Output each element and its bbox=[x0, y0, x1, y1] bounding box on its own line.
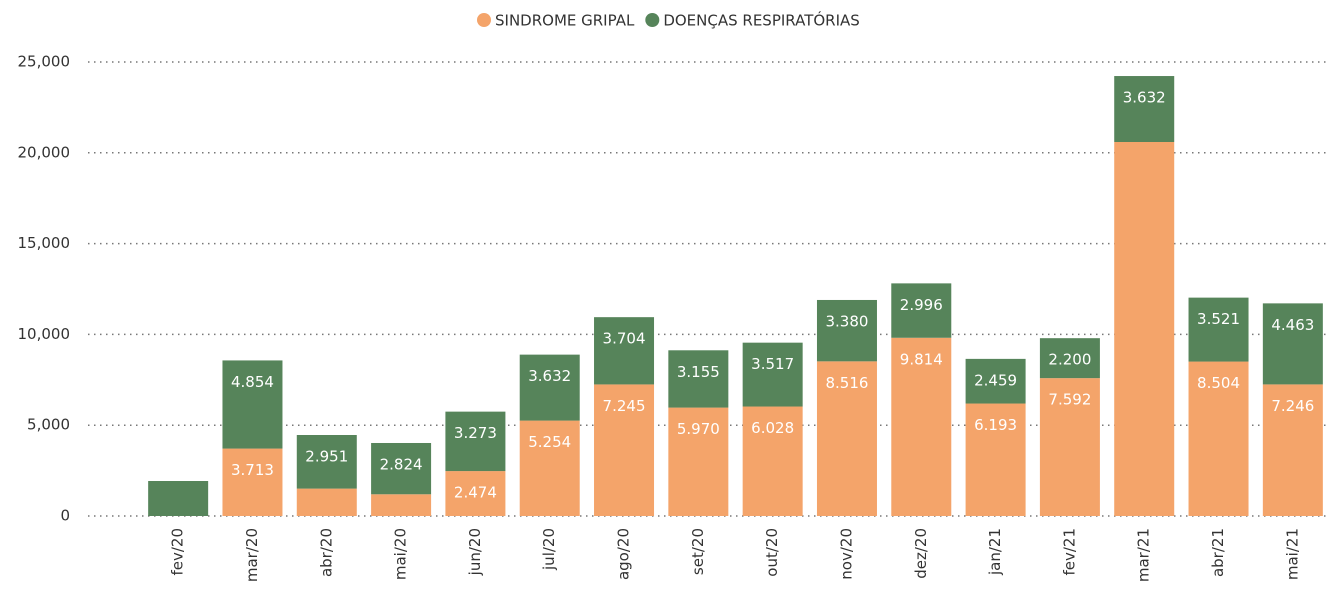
x-tick-label: abr/20 bbox=[317, 528, 335, 577]
legend-marker bbox=[477, 13, 491, 27]
value-label: 2.200 bbox=[1048, 351, 1091, 369]
value-label: 7.245 bbox=[603, 397, 646, 415]
x-tick-label: mai/20 bbox=[392, 528, 410, 580]
value-label: 2.459 bbox=[974, 371, 1017, 389]
value-label: 2.951 bbox=[305, 448, 348, 466]
value-label: 3.155 bbox=[677, 363, 720, 381]
y-tick-label: 15,000 bbox=[18, 234, 71, 252]
x-tick-label: mai/21 bbox=[1283, 528, 1301, 580]
bar-segment bbox=[816, 299, 877, 362]
value-label: 4.463 bbox=[1271, 316, 1314, 334]
bar-segment bbox=[742, 342, 803, 407]
bar-segment bbox=[594, 384, 655, 516]
bar-segment bbox=[445, 411, 506, 472]
value-label: 5.970 bbox=[677, 420, 720, 438]
x-tick-label: out/20 bbox=[763, 528, 781, 577]
bar-segment bbox=[1188, 297, 1249, 362]
x-tick-label: jan/21 bbox=[986, 528, 1004, 576]
bar-segment bbox=[891, 283, 952, 338]
bar-segment bbox=[965, 403, 1026, 516]
value-label: 2.474 bbox=[454, 484, 497, 502]
bar-segment bbox=[519, 420, 580, 516]
bar-segment bbox=[371, 494, 432, 516]
legend-label: DOENÇAS RESPIRATÓRIAS bbox=[663, 11, 859, 30]
value-label: 4.854 bbox=[231, 373, 274, 391]
y-tick-label: 0 bbox=[60, 507, 70, 525]
value-label: 7.246 bbox=[1271, 397, 1314, 415]
y-tick-label: 10,000 bbox=[18, 325, 71, 343]
value-label: 2.996 bbox=[900, 296, 943, 314]
x-tick-label: fev/20 bbox=[169, 528, 187, 576]
value-label: 9.814 bbox=[900, 350, 943, 368]
bar-segment bbox=[222, 448, 283, 516]
value-label: 5.254 bbox=[528, 433, 571, 451]
x-tick-label: mar/21 bbox=[1135, 528, 1153, 582]
value-label: 6.028 bbox=[751, 419, 794, 437]
bar-segment bbox=[668, 407, 729, 516]
bar-segment bbox=[1262, 303, 1323, 385]
bar-segment bbox=[445, 471, 506, 516]
bar-segment bbox=[371, 442, 432, 495]
bar-segment bbox=[668, 350, 729, 408]
bar-segment bbox=[594, 317, 655, 385]
bar-segment bbox=[965, 358, 1026, 404]
bar-segment bbox=[296, 488, 357, 516]
value-label: 6.193 bbox=[974, 416, 1017, 434]
y-tick-label: 5,000 bbox=[27, 416, 70, 434]
bar-segment bbox=[222, 360, 283, 449]
x-tick-label: mar/20 bbox=[243, 528, 261, 582]
bar-segment bbox=[296, 435, 357, 489]
y-tick-label: 25,000 bbox=[18, 53, 71, 71]
x-tick-label: dez/20 bbox=[912, 528, 930, 579]
value-label: 3.380 bbox=[825, 312, 868, 330]
legend-label: SINDROME GRIPAL bbox=[495, 12, 635, 30]
bar-segment bbox=[742, 406, 803, 516]
value-label: 3.521 bbox=[1197, 310, 1240, 328]
value-label: 3.273 bbox=[454, 424, 497, 442]
x-tick-label: abr/21 bbox=[1209, 528, 1227, 577]
bar-segment bbox=[1039, 378, 1100, 516]
bar-segment bbox=[1188, 361, 1249, 516]
x-tick-label: set/20 bbox=[689, 528, 707, 575]
bar-segment bbox=[1262, 384, 1323, 516]
value-label: 3.632 bbox=[528, 367, 571, 385]
bar-segment bbox=[1039, 338, 1100, 379]
value-label: 3.713 bbox=[231, 461, 274, 479]
y-tick-label: 20,000 bbox=[18, 143, 71, 161]
value-label: 3.517 bbox=[751, 355, 794, 373]
legend-marker bbox=[645, 13, 660, 27]
bar-segment bbox=[1114, 76, 1175, 142]
bar-segment bbox=[891, 337, 952, 516]
x-tick-label: nov/20 bbox=[837, 528, 855, 580]
bar-segment bbox=[519, 354, 580, 421]
value-label: 8.504 bbox=[1197, 374, 1240, 392]
value-label: 7.592 bbox=[1048, 391, 1091, 409]
bar-segment bbox=[816, 361, 877, 516]
x-tick-label: ago/20 bbox=[615, 528, 633, 580]
value-label: 3.704 bbox=[603, 330, 646, 348]
x-tick-label: jul/20 bbox=[540, 528, 558, 571]
bar-segment bbox=[1114, 141, 1175, 516]
value-label: 8.516 bbox=[825, 374, 868, 392]
bar-segment bbox=[148, 481, 209, 516]
value-label: 3.632 bbox=[1123, 89, 1166, 107]
x-tick-label: fev/21 bbox=[1060, 528, 1078, 576]
value-label: 2.824 bbox=[380, 455, 423, 473]
x-tick-label: jun/20 bbox=[466, 528, 484, 576]
